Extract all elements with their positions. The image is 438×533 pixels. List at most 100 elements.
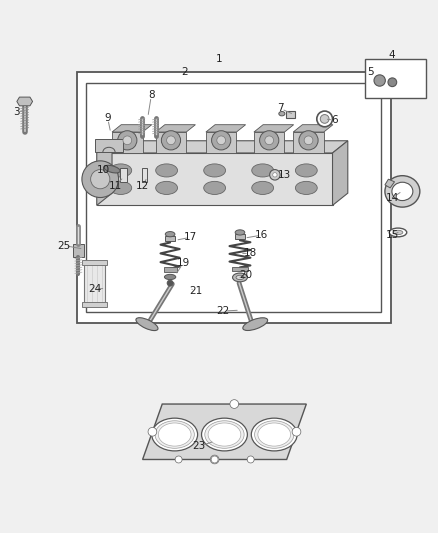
Bar xyxy=(365,59,426,99)
Circle shape xyxy=(247,456,254,463)
Polygon shape xyxy=(155,132,186,153)
Ellipse shape xyxy=(158,423,191,446)
Polygon shape xyxy=(155,125,195,132)
Text: 24: 24 xyxy=(88,284,101,294)
Circle shape xyxy=(230,400,239,408)
Polygon shape xyxy=(97,141,112,205)
Polygon shape xyxy=(112,132,143,153)
Text: 17: 17 xyxy=(184,232,197,242)
Text: 25: 25 xyxy=(57,240,71,251)
Polygon shape xyxy=(293,132,324,153)
Ellipse shape xyxy=(104,165,120,173)
Circle shape xyxy=(91,169,110,189)
Ellipse shape xyxy=(155,181,177,195)
Bar xyxy=(82,302,107,306)
Circle shape xyxy=(118,131,137,150)
Ellipse shape xyxy=(233,273,247,282)
Text: 10: 10 xyxy=(97,165,110,175)
Circle shape xyxy=(270,169,280,180)
Ellipse shape xyxy=(152,418,198,451)
Bar xyxy=(77,72,392,323)
Polygon shape xyxy=(385,179,395,188)
Text: 9: 9 xyxy=(104,113,111,123)
Ellipse shape xyxy=(155,421,194,448)
Text: 23: 23 xyxy=(193,441,206,451)
Text: 16: 16 xyxy=(255,230,268,240)
Text: 6: 6 xyxy=(332,115,338,125)
Ellipse shape xyxy=(389,228,407,237)
Circle shape xyxy=(82,161,119,198)
Ellipse shape xyxy=(204,164,226,177)
Circle shape xyxy=(304,136,313,144)
Circle shape xyxy=(388,78,397,87)
Bar xyxy=(232,266,248,271)
Circle shape xyxy=(210,455,219,464)
Ellipse shape xyxy=(110,181,132,195)
Ellipse shape xyxy=(393,230,403,235)
Ellipse shape xyxy=(201,418,247,451)
Text: 22: 22 xyxy=(217,306,230,316)
Bar xyxy=(95,139,123,152)
Polygon shape xyxy=(206,125,246,132)
Ellipse shape xyxy=(208,423,241,446)
Polygon shape xyxy=(143,404,306,459)
Text: 21: 21 xyxy=(190,286,203,295)
Circle shape xyxy=(212,131,231,150)
Circle shape xyxy=(123,136,132,144)
Polygon shape xyxy=(206,132,237,153)
Polygon shape xyxy=(97,153,332,205)
Text: 4: 4 xyxy=(388,50,395,60)
Ellipse shape xyxy=(236,275,244,280)
Ellipse shape xyxy=(392,182,413,200)
Ellipse shape xyxy=(258,423,290,446)
Bar xyxy=(163,268,177,272)
Bar xyxy=(142,168,148,182)
Circle shape xyxy=(166,136,175,144)
Polygon shape xyxy=(293,125,333,132)
Ellipse shape xyxy=(110,164,132,177)
Polygon shape xyxy=(97,141,348,153)
Circle shape xyxy=(148,427,157,436)
Circle shape xyxy=(299,131,318,150)
Circle shape xyxy=(217,136,226,144)
Bar xyxy=(84,262,106,305)
Circle shape xyxy=(374,75,385,86)
Text: 8: 8 xyxy=(148,91,155,100)
Ellipse shape xyxy=(235,230,245,235)
Ellipse shape xyxy=(204,181,226,195)
Ellipse shape xyxy=(155,164,177,177)
Text: 2: 2 xyxy=(181,67,187,77)
Bar xyxy=(165,236,175,241)
Text: 5: 5 xyxy=(367,67,374,77)
Ellipse shape xyxy=(252,164,274,177)
Bar xyxy=(86,83,381,312)
Ellipse shape xyxy=(136,318,158,330)
Circle shape xyxy=(211,456,218,463)
Circle shape xyxy=(320,115,329,123)
Bar xyxy=(286,111,295,118)
Text: 19: 19 xyxy=(177,258,190,268)
Text: 18: 18 xyxy=(244,248,257,259)
Text: 3: 3 xyxy=(13,107,19,117)
Bar xyxy=(235,234,245,239)
Polygon shape xyxy=(17,97,32,106)
Polygon shape xyxy=(112,125,152,132)
Text: 11: 11 xyxy=(109,181,122,191)
Text: 12: 12 xyxy=(136,181,149,191)
Ellipse shape xyxy=(279,111,285,116)
Ellipse shape xyxy=(254,421,294,448)
Circle shape xyxy=(161,131,180,150)
Polygon shape xyxy=(332,141,348,205)
Ellipse shape xyxy=(165,231,175,237)
Bar xyxy=(120,168,127,182)
Text: 15: 15 xyxy=(386,230,399,240)
Circle shape xyxy=(317,111,332,127)
Ellipse shape xyxy=(385,176,420,207)
Text: 13: 13 xyxy=(278,170,291,180)
Ellipse shape xyxy=(164,274,176,280)
Circle shape xyxy=(292,427,301,436)
Circle shape xyxy=(265,136,274,144)
Ellipse shape xyxy=(243,318,268,330)
Circle shape xyxy=(260,131,279,150)
Bar xyxy=(73,244,84,257)
